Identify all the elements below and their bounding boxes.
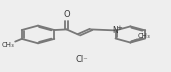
Text: Cl⁻: Cl⁻ (75, 55, 88, 64)
Text: O: O (63, 10, 70, 19)
Text: CH₃: CH₃ (138, 33, 150, 39)
Text: +: + (116, 25, 122, 31)
Text: N: N (112, 26, 118, 35)
Text: CH₃: CH₃ (2, 42, 14, 48)
